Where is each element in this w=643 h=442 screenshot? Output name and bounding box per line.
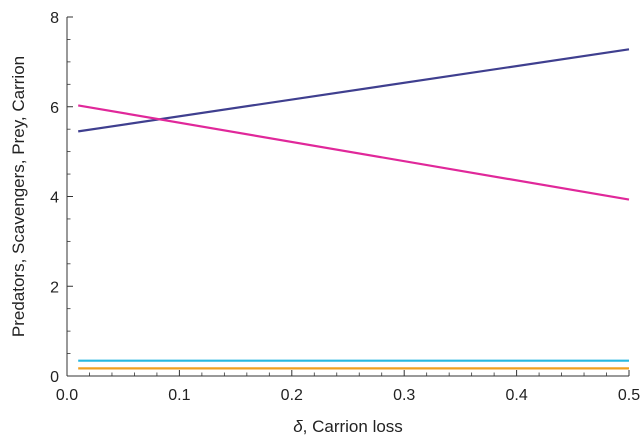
y-tick-label: 8	[50, 10, 59, 27]
x-tick-label: 0.2	[281, 387, 303, 404]
x-axis-label: δ, Carrion loss	[293, 417, 403, 436]
axis-labels: Predators, Scavengers, Prey, Carrion δ, …	[9, 56, 403, 436]
axes: 0 2 4 6 8 0.0 0.1 0.2 0.3 0.4 0.5	[50, 10, 640, 404]
y-tick-label: 4	[50, 190, 59, 207]
x-tick-label: 0.4	[505, 387, 527, 404]
x-tick-label: 0.1	[168, 387, 190, 404]
series-group	[78, 48, 630, 370]
x-tick-label: 0.5	[618, 387, 640, 404]
x-tick-label: 0.0	[56, 387, 78, 404]
y-axis-label: Predators, Scavengers, Prey, Carrion	[9, 56, 28, 337]
y-tick-label: 6	[50, 100, 59, 117]
series-line-2	[78, 104, 630, 201]
y-tick-label: 2	[50, 279, 59, 296]
y-tick-label: 0	[50, 369, 59, 386]
x-axis-label-symbol: δ	[293, 417, 303, 436]
x-axis-label-text: , Carrion loss	[303, 417, 403, 436]
series-line-1	[78, 48, 630, 133]
x-tick-label: 0.3	[393, 387, 415, 404]
